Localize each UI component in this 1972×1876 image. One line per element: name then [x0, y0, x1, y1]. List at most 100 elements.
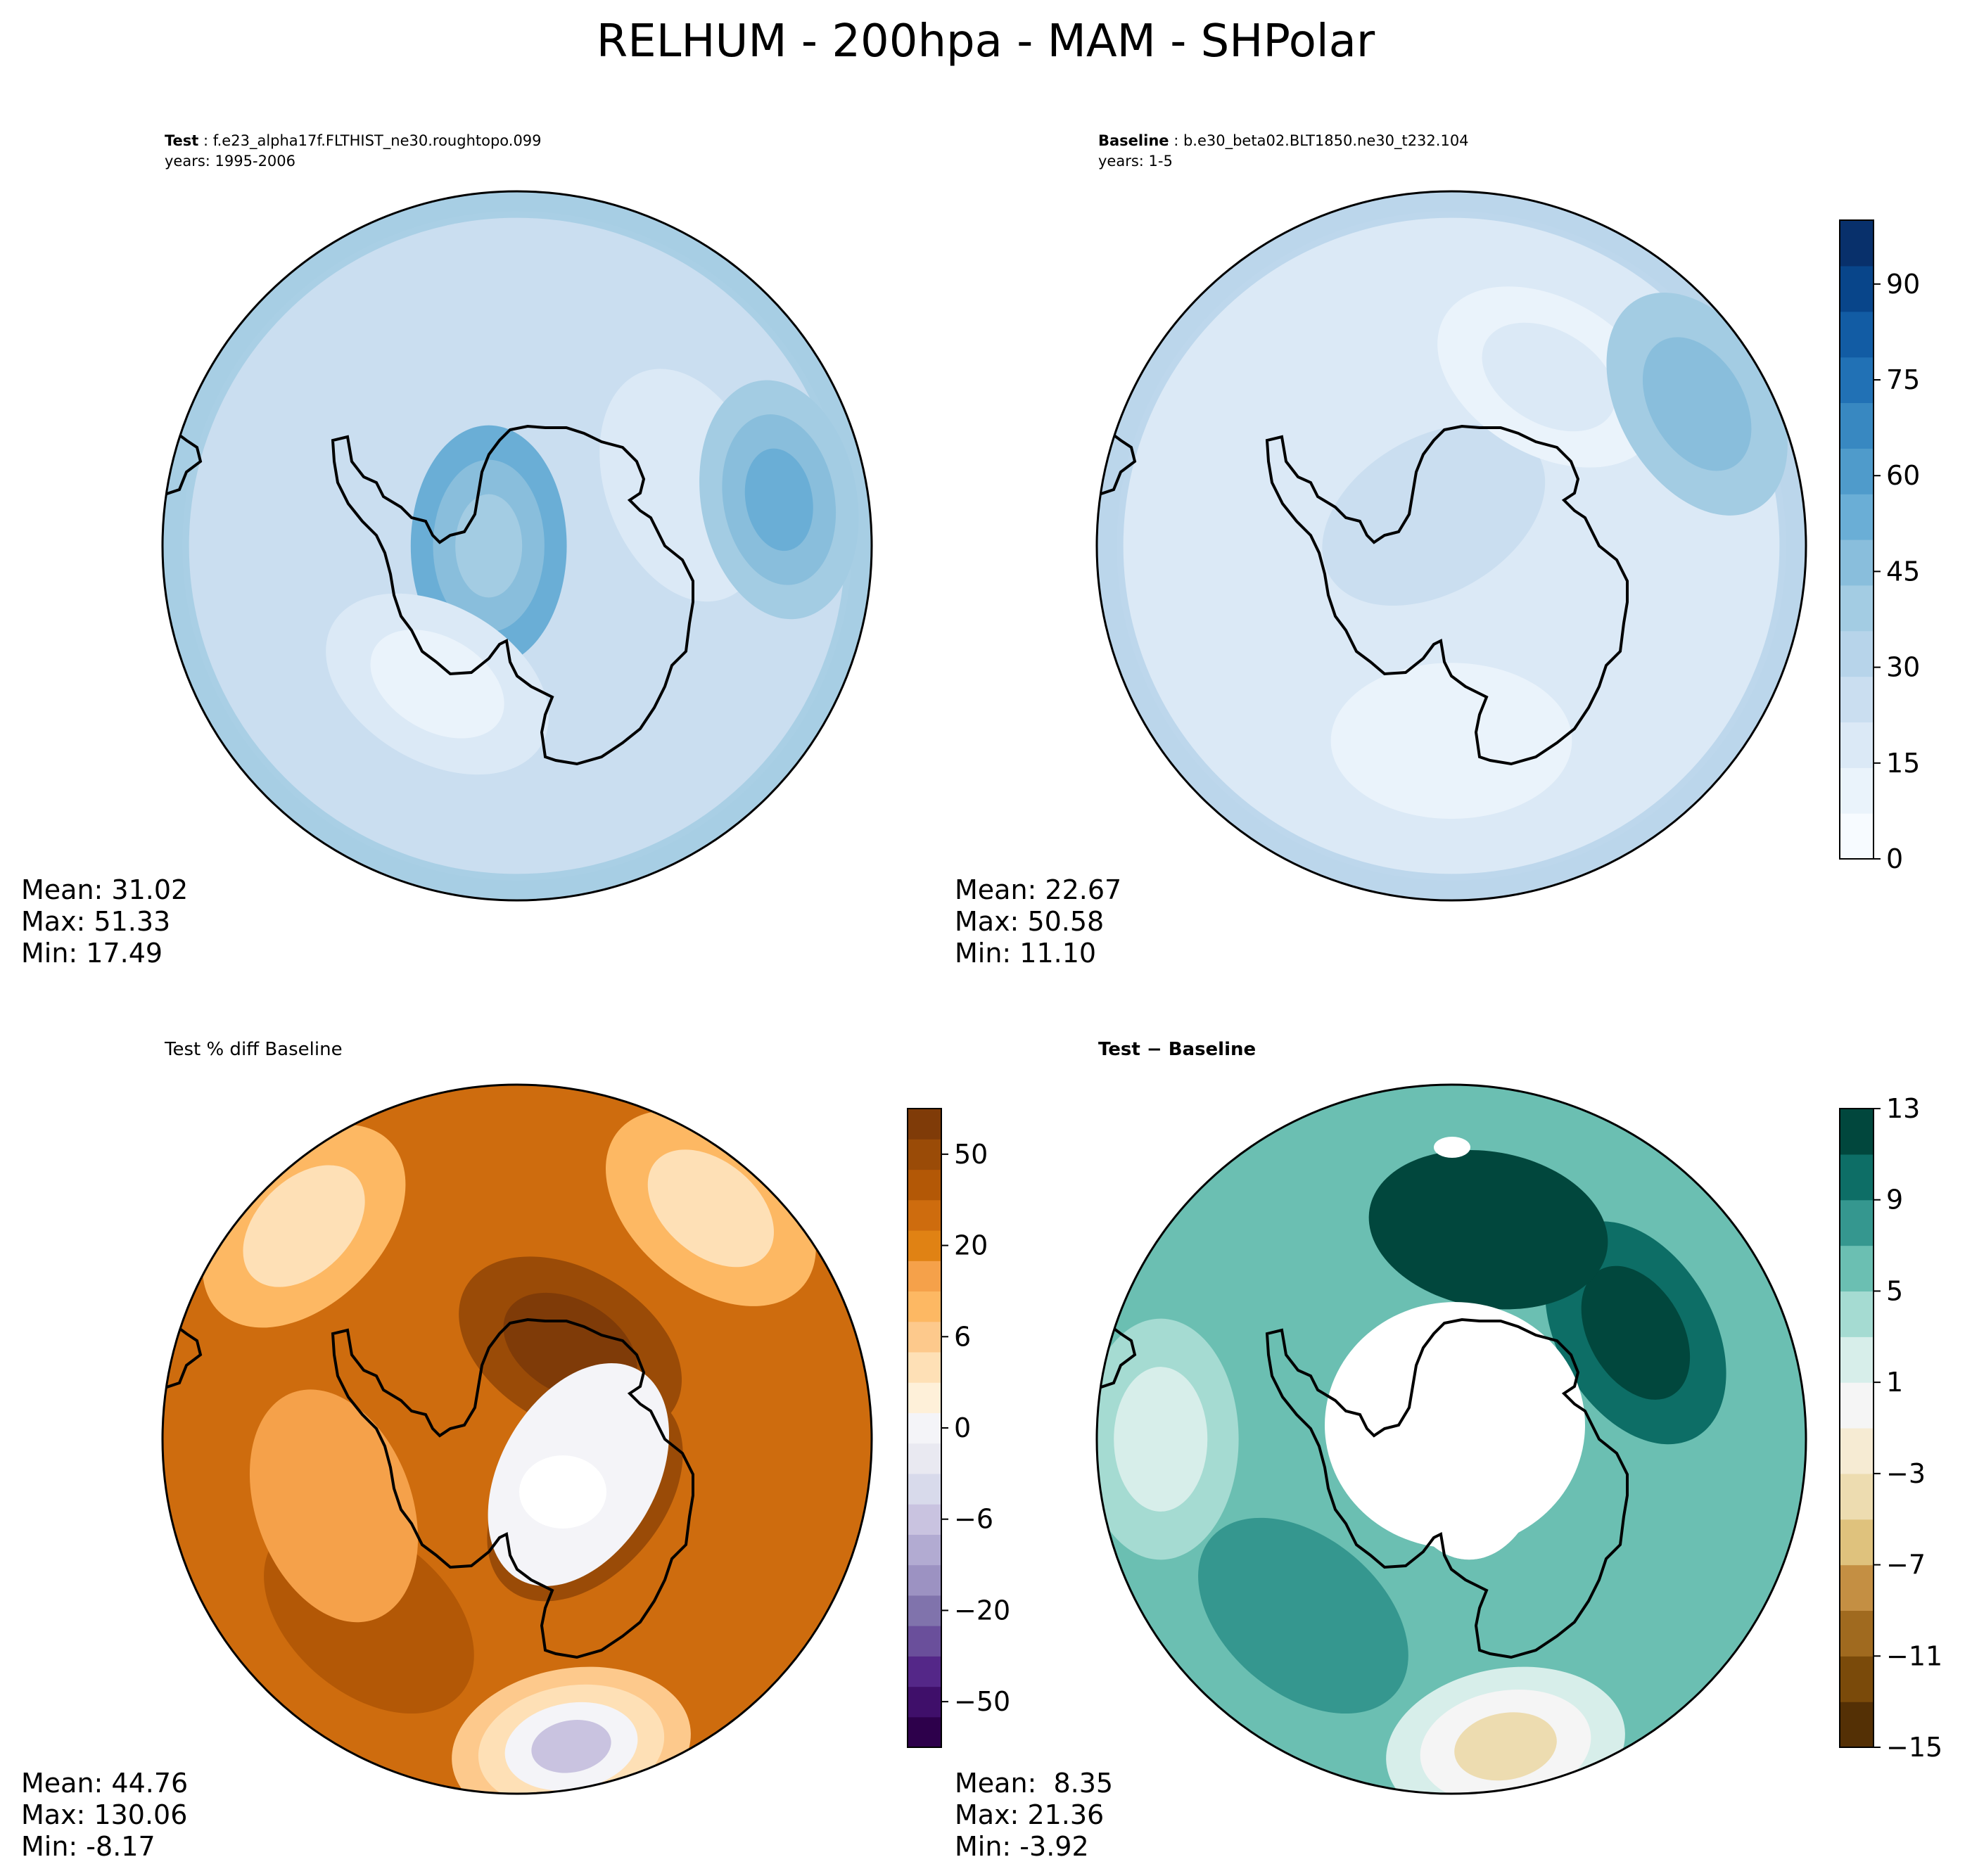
colorbar-relhum-swatch	[1840, 722, 1874, 768]
colorbar-pct-diff-swatch	[908, 1169, 941, 1201]
panel-baseline-min: Min: 11.10	[955, 938, 1096, 969]
panel-pct-diff-min: Min: -8.17	[21, 1831, 155, 1862]
colorbar-pct-diff-swatch	[908, 1595, 941, 1626]
colorbar-diff-swatch	[1840, 1245, 1874, 1292]
panel-baseline-map-boundary	[1095, 190, 1807, 902]
colorbar-relhum-swatch	[1840, 585, 1874, 632]
panel-pct-diff-title: Test % diff Baseline	[164, 1039, 343, 1060]
colorbar-diff-tick-label: −3	[1886, 1458, 1926, 1489]
panel-test-max: Max: 51.33	[21, 906, 170, 937]
panel-test-contour-level	[744, 448, 813, 551]
colorbar-relhum-tick-label: 15	[1886, 748, 1920, 779]
panel-baseline-contour-level	[1366, 461, 1501, 570]
colorbar-relhum-tick-label: 30	[1886, 652, 1920, 683]
colorbar-pct-diff-swatch	[908, 1716, 941, 1748]
colorbar-diff-swatch	[1840, 1109, 1874, 1155]
colorbar-pct-diff-swatch	[908, 1504, 941, 1535]
colorbar-pct-diff-swatch	[908, 1291, 941, 1322]
colorbar-relhum-swatch	[1840, 813, 1874, 860]
panel-pct-diff-antarctica-coastline	[331, 1317, 694, 1659]
panel-pct-diff-max: Max: 130.06	[21, 1799, 187, 1830]
colorbar-diff-tick-label: 5	[1886, 1275, 1903, 1306]
colorbar-pct-diff-tick-label: 20	[954, 1230, 988, 1261]
colorbar-relhum-frame	[1839, 219, 1874, 860]
panel-diff-south-america-coastline	[1097, 1272, 1137, 1392]
colorbar-diff-swatch	[1840, 1564, 1874, 1612]
colorbar-pct-diff-swatch	[908, 1382, 941, 1413]
colorbar-pct-diff-tick-label: −6	[954, 1504, 993, 1535]
panel-baseline-south-america-coastline	[1097, 379, 1137, 499]
colorbar-diff-swatch	[1840, 1199, 1874, 1246]
panel-diff-contour-level	[1581, 1265, 1691, 1400]
colorbar-relhum: 90 75 60 45 30 15 0	[1839, 219, 1920, 874]
panel-diff-mean: Mean: 8.35	[955, 1768, 1113, 1799]
panel-diff-contour-level	[1198, 1517, 1408, 1714]
panel-pct-diff-contour-level	[531, 1720, 611, 1773]
colorbar-pct-diff-tick-label: −20	[954, 1595, 1010, 1626]
panel-test-field	[163, 191, 872, 900]
colorbar-relhum-swatch	[1840, 540, 1874, 586]
colorbar-diff: 13 9 5 1 −3 −7 −11 −15	[1839, 1093, 1942, 1763]
colorbar-diff-tick-label: −7	[1886, 1550, 1926, 1581]
panel-baseline-map	[1097, 191, 1806, 900]
panel-pct-diff-south-america-coastline	[163, 1272, 203, 1392]
colorbar-relhum-tick-label: 0	[1886, 843, 1903, 874]
panel-diff-min: Min: -3.92	[955, 1831, 1089, 1862]
colorbar-relhum-swatch	[1840, 402, 1874, 449]
colorbar-diff-swatch	[1840, 1656, 1874, 1702]
colorbar-diff-swatch	[1840, 1336, 1874, 1383]
panel-test-title-rest: : f.e23_alpha17f.FLTHIST_ne30.roughtopo.…	[203, 132, 542, 150]
colorbar-relhum-swatch	[1840, 448, 1874, 494]
panel-baseline-contour-level	[1330, 663, 1572, 819]
panel-diff-field	[1097, 1085, 1806, 1794]
colorbar-pct-diff-tick-label: −50	[954, 1686, 1010, 1717]
panel-diff-antarctica-coastline	[1265, 1317, 1629, 1659]
panel-test-title: Test : f.e23_alpha17f.FLTHIST_ne30.rough…	[165, 132, 542, 150]
panel-baseline-subtitle: years: 1-5	[1098, 153, 1173, 170]
panel-pct-diff-contour-level	[647, 1149, 774, 1268]
colorbar-pct-diff-swatch	[908, 1412, 941, 1444]
panel-baseline-antarctica-coastline	[1265, 424, 1629, 766]
panel-diff-max: Max: 21.36	[955, 1799, 1104, 1830]
colorbar-diff-swatch	[1840, 1519, 1874, 1566]
panel-diff-contour-level	[1114, 1367, 1208, 1512]
colorbar-pct-diff-swatch	[908, 1626, 941, 1657]
colorbar-relhum-swatch	[1840, 676, 1874, 723]
colorbar-relhum-swatch	[1840, 265, 1874, 312]
panel-diff-title: Test − Baseline	[1098, 1039, 1256, 1060]
panel-test-subtitle: years: 1995-2006	[165, 153, 295, 170]
colorbar-pct-diff-swatch	[908, 1351, 941, 1383]
colorbar-diff-swatch	[1840, 1428, 1874, 1474]
colorbar-diff-tick-label: −11	[1886, 1640, 1942, 1671]
colorbar-pct-diff-tick-label: 6	[954, 1321, 971, 1352]
panel-test-contour-level	[455, 494, 523, 598]
colorbar-relhum-swatch	[1840, 311, 1874, 358]
panel-test-map-boundary	[161, 190, 873, 902]
panel-pct-diff-map-boundary	[161, 1083, 873, 1795]
colorbar-pct-diff-swatch	[908, 1261, 941, 1292]
panel-diff-contour-level	[1454, 1712, 1557, 1781]
colorbar-relhum-swatch	[1840, 357, 1874, 404]
panel-baseline-field	[1097, 191, 1806, 900]
colorbar-pct-diff-swatch	[908, 1321, 941, 1353]
panel-test: Test : f.e23_alpha17f.FLTHIST_ne30.rough…	[21, 132, 873, 969]
panel-test-contour-level	[370, 630, 504, 739]
colorbar-diff-tick-label: 1	[1886, 1367, 1903, 1398]
panel-test-south-america-coastline	[163, 379, 203, 499]
colorbar-relhum-tick-label: 45	[1886, 556, 1920, 587]
colorbar-relhum-swatch	[1840, 220, 1874, 267]
panel-pct-diff: Test % diff Baseline Mean: 44.76 Max: 13…	[21, 1039, 1010, 1862]
panel-baseline-contour-level	[1642, 337, 1752, 471]
colorbar-diff-frame	[1839, 1108, 1874, 1748]
colorbar-relhum-swatch	[1840, 630, 1874, 677]
colorbar-pct-diff-swatch	[908, 1139, 941, 1170]
colorbar-pct-diff-swatch	[908, 1686, 941, 1718]
colorbar-relhum-tick-label: 60	[1886, 460, 1920, 491]
colorbar-pct-diff-swatch	[908, 1656, 941, 1687]
panel-pct-diff-missing-region	[519, 1455, 606, 1529]
colorbar-pct-diff: 50 20 6 0 −6 −20 −50	[907, 1108, 1010, 1748]
panel-baseline: Baseline : b.e30_beta02.BLT1850.ne30_t23…	[955, 132, 1920, 969]
panel-diff-map-boundary	[1095, 1083, 1807, 1795]
colorbar-pct-diff-swatch	[908, 1443, 941, 1474]
